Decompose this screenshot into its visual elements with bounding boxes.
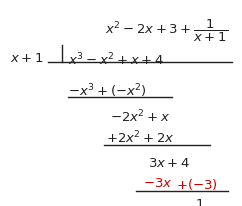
Text: $x+1$: $x+1$ <box>10 52 44 65</box>
Text: $-2x^2+x$: $-2x^2+x$ <box>110 109 170 126</box>
Text: $x^2-2x+3+\dfrac{1}{x+1}$: $x^2-2x+3+\dfrac{1}{x+1}$ <box>105 18 228 44</box>
Text: $-x^3+(-x^2)$: $-x^3+(-x^2)$ <box>68 82 147 99</box>
Text: $1$: $1$ <box>195 198 204 206</box>
Text: $+(-3)$: $+(-3)$ <box>176 177 218 192</box>
Text: $x^3-x^2+x+4$: $x^3-x^2+x+4$ <box>68 52 164 69</box>
Text: $3x+4$: $3x+4$ <box>148 157 190 170</box>
Text: $-3x$: $-3x$ <box>143 177 173 190</box>
Text: $+2x^2+2x$: $+2x^2+2x$ <box>106 130 175 147</box>
